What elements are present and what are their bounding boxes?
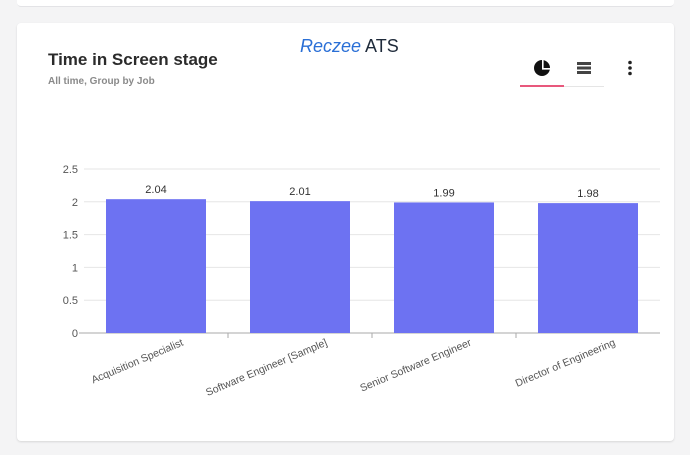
y-tick-label: 1 [72, 262, 78, 274]
y-tick-label: 2.5 [63, 164, 78, 176]
y-tick-label: 2 [72, 197, 78, 209]
list-view-tab[interactable] [573, 57, 595, 79]
brand-logo: Reczee ATS [300, 36, 399, 57]
pie-chart-view-tab[interactable] [531, 57, 553, 79]
bar[interactable] [250, 201, 350, 333]
x-category-label: Director of Engineering [514, 337, 618, 390]
x-category-label: Software Engineer [Sample] [204, 337, 329, 399]
brand-logo-mark: Reczee [300, 36, 362, 56]
card-subtitle: All time, Group by Job [48, 76, 155, 87]
bar-chart: 0 0.5 1 1.5 2 2.5 2.04 Acquisition Specialist 2.… [63, 164, 660, 399]
x-category-label: Acquisition Specialist [90, 337, 186, 387]
more-options-button[interactable] [620, 57, 640, 79]
pie-chart-icon [534, 59, 551, 76]
y-tick-label: 0.5 [63, 295, 78, 307]
bar-value-label: 1.98 [577, 188, 598, 200]
card-title: Time in Screen stage [48, 50, 218, 69]
bar[interactable] [538, 203, 638, 333]
bar-value-label: 2.01 [289, 186, 310, 198]
more-vertical-icon [628, 60, 632, 76]
x-category-label: Senior Software Engineer [358, 337, 473, 395]
bar[interactable] [394, 202, 494, 333]
y-tick-label: 0 [72, 328, 78, 340]
brand-logo-text: ATS [361, 36, 399, 56]
time-in-stage-card: Time in Screen stage All time, Group by … [17, 23, 674, 441]
list-icon [577, 62, 591, 74]
bar-value-label: 2.04 [145, 184, 166, 196]
previous-card-edge [17, 0, 674, 7]
bar[interactable] [106, 199, 206, 333]
bar-value-label: 1.99 [433, 187, 454, 199]
tab-track [564, 86, 604, 87]
y-tick-label: 1.5 [63, 230, 78, 242]
active-tab-indicator [520, 85, 564, 87]
